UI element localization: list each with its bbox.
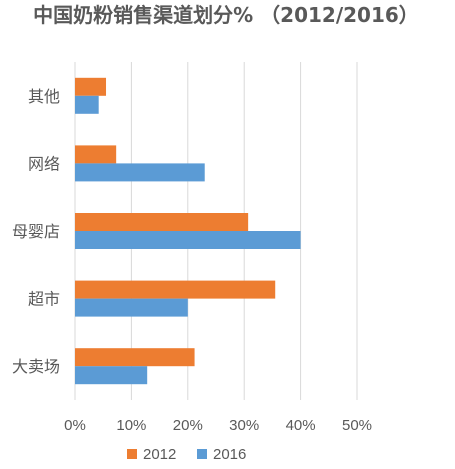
legend-label: 2012	[143, 446, 176, 463]
bar-2012	[75, 213, 249, 231]
bar-2016	[75, 163, 205, 182]
legend-swatch	[127, 449, 137, 459]
legend: 2012 2016	[127, 446, 246, 463]
bar-2012	[75, 280, 276, 299]
bar-2016	[75, 231, 301, 249]
x-tick-label: 50%	[342, 417, 372, 434]
category-label: 母婴店	[12, 222, 60, 241]
bar-2016	[75, 95, 99, 114]
x-tick-label: 30%	[229, 417, 259, 434]
legend-swatch	[197, 449, 207, 459]
category-label: 其他	[28, 87, 60, 106]
x-tick-label: 20%	[173, 417, 203, 434]
bar-2016	[75, 366, 148, 385]
legend-label: 2016	[213, 446, 246, 463]
bar-2012	[75, 348, 195, 367]
x-tick-labels: 0% 10% 20% 30% 40% 50%	[64, 417, 372, 434]
category-label: 超市	[28, 290, 60, 309]
bars	[75, 77, 301, 385]
bar-2012	[75, 77, 107, 96]
bar-2012	[75, 145, 117, 164]
x-tick-label: 0%	[64, 417, 86, 434]
x-tick-label: 10%	[116, 417, 146, 434]
category-label: 大卖场	[12, 357, 60, 376]
category-label: 网络	[28, 154, 60, 173]
x-tick-label: 40%	[286, 417, 316, 434]
chart-title: 中国奶粉销售渠道划分% （2012/2016）	[33, 3, 419, 27]
bar-2016	[75, 298, 188, 317]
